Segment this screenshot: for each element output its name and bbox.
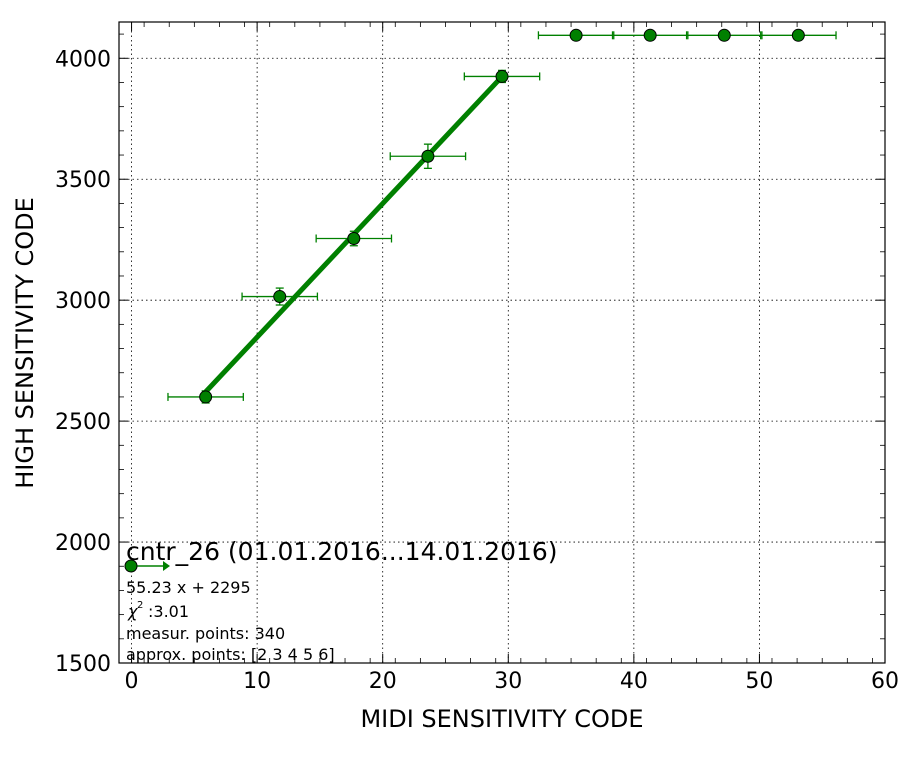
tick-labels: 0 10 20 30 40 50 60 1500 2000 2500 3000 3500 4000 [55, 47, 899, 694]
x-axis-label: MIDI SENSITIVITY CODE [360, 705, 643, 733]
data-point-group [315, 230, 393, 247]
data-point-group [167, 390, 244, 404]
data-point [421, 149, 435, 163]
data-point [791, 28, 805, 42]
x-tick-label: 40 [620, 669, 648, 694]
grid [119, 22, 885, 663]
y-tick-label: 3500 [55, 168, 111, 193]
x-tick-label: 50 [745, 669, 773, 694]
data-point-group [537, 28, 615, 42]
data-point [347, 231, 361, 245]
x-tick-label: 20 [369, 669, 397, 694]
data-point-group [611, 28, 689, 42]
axis-ticks [118, 22, 886, 664]
data-point-group [463, 69, 541, 84]
data-point [643, 28, 657, 42]
x-tick-label: 10 [243, 669, 271, 694]
chi-square-value: :3.01 [148, 602, 189, 621]
legend-marker [124, 559, 138, 573]
y-axis-label: HIGH SENSITIVITY CODE [11, 197, 39, 489]
data-point [273, 290, 287, 304]
data-point-group [389, 143, 467, 169]
plot-frame [118, 21, 886, 664]
data-point-group [685, 28, 763, 42]
x-tick-label: 30 [494, 669, 522, 694]
x-tick-label: 0 [125, 669, 139, 694]
data-point [717, 28, 731, 42]
chi-square-symbol: χ [127, 602, 138, 621]
legend: cntr_26 (01.01.2016...14.01.2016) 55.23 … [124, 537, 558, 664]
y-tick-label: 2000 [55, 531, 111, 556]
data-point [199, 390, 213, 404]
points-layer [167, 28, 837, 404]
data-point [495, 69, 509, 83]
chi-square-power: 2 [137, 600, 143, 611]
y-tick-label: 1500 [55, 652, 111, 677]
fit-equation: 55.23 x + 2295 [126, 578, 251, 597]
measured-points: measur. points: 340 [126, 624, 285, 643]
data-point-group [241, 287, 319, 306]
legend-arrow [163, 561, 170, 571]
y-tick-label: 4000 [55, 47, 111, 72]
approx-points: approx. points: [2 3 4 5 6] [126, 645, 335, 664]
data-point [569, 28, 583, 42]
y-tick-label: 3000 [55, 289, 111, 314]
x-tick-label: 60 [871, 669, 899, 694]
y-tick-label: 2500 [55, 410, 111, 435]
data-point-group [760, 28, 837, 42]
chart-title: cntr_26 (01.01.2016...14.01.2016) [126, 537, 558, 566]
